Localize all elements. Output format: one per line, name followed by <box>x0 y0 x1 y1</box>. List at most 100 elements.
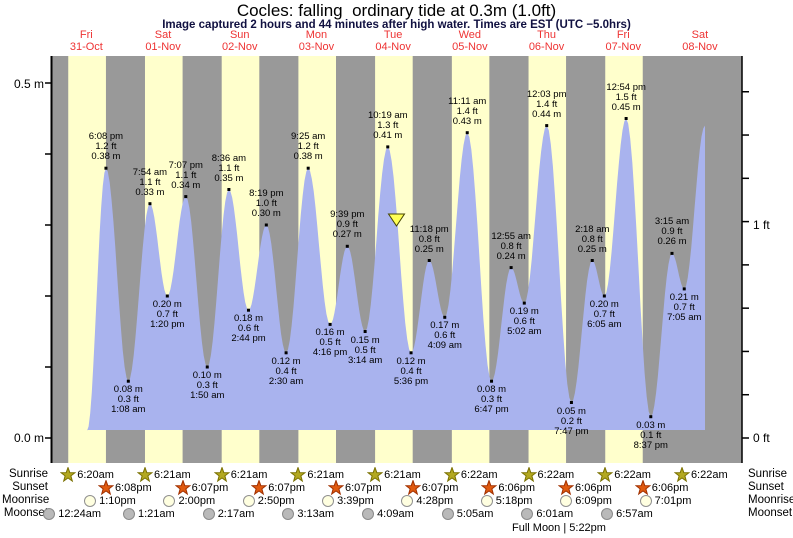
astro-event-time: 6:01am <box>536 508 574 520</box>
y-axis-label-1ft: 1 ft <box>753 218 770 232</box>
page-title: Cocles: falling ordinary tide at 0.3m (1… <box>236 1 557 20</box>
moonset-event: 1:21am <box>121 506 175 522</box>
low-tide-point <box>409 351 413 355</box>
moonrise-moon-icon <box>560 495 573 507</box>
sunset-star-icon <box>327 480 344 496</box>
y-axis-label-0ft: 0 ft <box>753 431 770 445</box>
high-tide-point <box>345 244 349 248</box>
sunset-event: 6:08pm <box>97 480 152 496</box>
moonset-moon-icon <box>601 508 614 520</box>
astro-event-time: 6:06pm <box>498 482 536 494</box>
high-tide-label: 7:07 pm 1.1 ft 0.34 m <box>168 159 203 191</box>
astro-row-label-sunset: Sunset <box>12 481 48 493</box>
high-tide-label: 8:19 pm 1.0 ft 0.30 m <box>249 188 284 219</box>
astro-event-time: 6:22am <box>460 469 498 481</box>
moonrise-event: 4:28pm <box>399 493 453 509</box>
moon-phase-note: Full Moon | 5:22pm <box>512 522 606 534</box>
astro-event-time: 7:01pm <box>654 495 692 507</box>
sunrise-star-icon <box>136 467 153 483</box>
astro-row-label-moonset: Moonset <box>748 507 793 519</box>
moonrise-event: 2:00pm <box>161 493 215 509</box>
moonset-moon-icon <box>521 508 534 520</box>
sunrise-event: 6:20am <box>60 467 114 483</box>
sunrise-star-icon <box>367 467 384 483</box>
moonset-moon-icon <box>441 508 454 520</box>
astro-event-time: 6:06pm <box>575 482 612 494</box>
astro-event-time: 3:13am <box>297 508 335 520</box>
low-tide-point <box>522 301 526 305</box>
sunset-event: 6:07pm <box>404 480 458 496</box>
high-tide-label: 2:18 am 0.8 ft 0.25 m <box>575 223 610 255</box>
sunset-star-icon <box>481 480 498 496</box>
high-tide-point <box>545 124 549 128</box>
high-tide-point <box>184 195 188 199</box>
sunrise-event: 6:21am <box>213 467 268 483</box>
y-axis-label-00m: 0.0 m <box>13 431 44 445</box>
astro-event-time: 4:28pm <box>416 495 454 507</box>
low-tide-point <box>490 379 494 383</box>
tide-curve-area <box>87 118 705 431</box>
sunrise-event: 6:22am <box>597 467 651 483</box>
astro-event-time: 1:10pm <box>99 495 136 507</box>
astro-event-time: 6:20am <box>77 469 114 481</box>
low-tide-point <box>602 294 606 298</box>
date-label: Thu 06-Nov <box>528 29 565 53</box>
moonrise-moon-icon <box>480 495 493 507</box>
low-tide-label: 0.10 m 0.3 ft 1:50 am <box>190 370 225 401</box>
low-tide-label: 0.03 m 0.1 ft 8:37 pm <box>633 419 668 451</box>
moonrise-event: 1:10pm <box>82 493 136 509</box>
moonset-event: 6:01am <box>519 506 573 522</box>
moonrise-event: 7:01pm <box>638 493 692 509</box>
high-tide-label: 10:19 am 1.3 ft 0.41 m <box>367 109 408 141</box>
sunset-star-icon <box>404 480 421 496</box>
astro-event-time: 6:22am <box>690 469 728 481</box>
high-tide-point <box>670 251 674 255</box>
sunset-event: 6:07pm <box>251 480 305 496</box>
astro-row-label-sunset: Sunset <box>748 481 784 493</box>
astro-event-time: 5:18pm <box>495 495 533 507</box>
low-tide-label: 0.05 m 0.2 ft 7:47 pm <box>554 405 589 437</box>
moonset-event: 2:17am <box>201 506 254 522</box>
astro-event-time: 6:07pm <box>268 482 305 494</box>
astro-event-time: 6:21am <box>230 469 268 481</box>
astro-event-time: 4:09am <box>377 508 414 520</box>
astro-row-label-moonrise: Moonrise <box>748 494 793 506</box>
low-tide-point <box>682 287 686 291</box>
astro-event-time: 12:24am <box>58 508 102 520</box>
astro-event-time: 6:21am <box>307 469 345 481</box>
high-tide-label: 12:54 pm 1.5 ft 0.45 m <box>606 81 646 113</box>
date-label: Fri 07-Nov <box>605 29 641 53</box>
moonset-moon-icon <box>202 508 215 520</box>
low-tide-point <box>328 322 332 326</box>
current-time-marker <box>387 213 406 227</box>
high-tide-label: 6:08 pm 1.2 ft 0.38 m <box>88 131 124 163</box>
low-tide-label: 0.12 m 0.4 ft 5:36 pm <box>393 355 429 387</box>
astro-event-time: 6:21am <box>153 469 191 481</box>
low-tide-label: 0.18 m 0.6 ft 2:44 pm <box>231 313 266 345</box>
astro-event-time: 1:21am <box>138 508 175 520</box>
low-tide-point <box>205 365 209 369</box>
date-label: Mon 03-Nov <box>298 29 335 53</box>
astro-event-time: 2:00pm <box>178 495 216 507</box>
astro-row-label-moonrise: Moonrise <box>2 494 50 506</box>
moonrise-event: 2:50pm <box>241 493 295 509</box>
high-tide-point <box>227 188 231 191</box>
high-tide-label: 12:55 am 0.8 ft 0.24 m <box>491 230 531 262</box>
moonset-moon-icon <box>123 508 135 520</box>
high-tide-point <box>465 131 469 135</box>
low-tide-point <box>569 401 573 404</box>
high-tide-label: 7:54 am 1.1 ft 0.33 m <box>132 166 168 198</box>
high-tide-label: 9:25 am 1.2 ft 0.38 m <box>291 131 326 163</box>
date-label: Fri 31-Oct <box>69 29 103 53</box>
sunset-event: 6:07pm <box>174 480 228 496</box>
sunrise-event: 6:22am <box>673 467 728 483</box>
date-label: Wed 05-Nov <box>452 29 488 53</box>
low-tide-label: 0.20 m 0.7 ft 1:20 pm <box>150 299 185 330</box>
astro-event-time: 6:06pm <box>651 482 689 494</box>
date-label: Sun 02-Nov <box>222 29 258 53</box>
moonrise-moon-icon <box>84 495 97 507</box>
sunset-event: 6:06pm <box>481 480 535 496</box>
high-tide-point <box>509 266 513 270</box>
